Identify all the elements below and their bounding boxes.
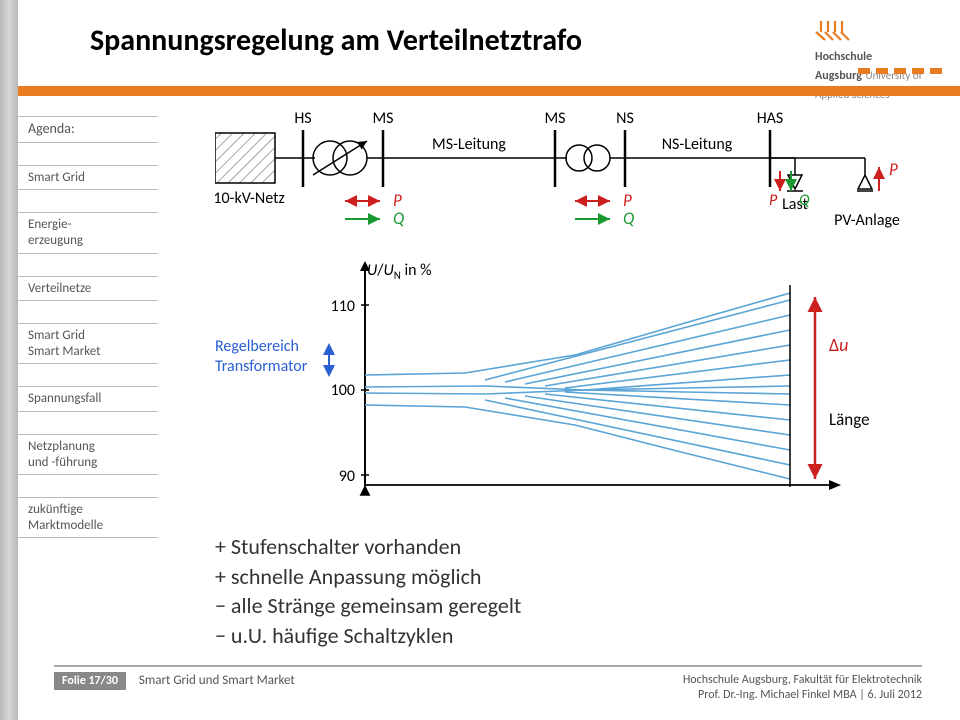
svg-text:HS: HS xyxy=(294,109,311,128)
sidebar-item-label: Energie-erzeugung xyxy=(28,217,83,248)
sidebar-item: Netzplanungund -führung xyxy=(18,434,158,475)
svg-text:Q: Q xyxy=(799,191,810,210)
sidebar-item-label: Smart Grid xyxy=(28,170,85,185)
logo-text-1: Hochschule xyxy=(815,50,872,64)
svg-text:100: 100 xyxy=(331,381,355,400)
svg-text:MS: MS xyxy=(372,109,393,128)
svg-text:Q: Q xyxy=(393,208,404,229)
sidebar-item: zukünftigeMarktmodelle xyxy=(18,497,158,538)
svg-text:Transformator: Transformator xyxy=(215,357,308,376)
bullet-item: + Stufenschalter vorhanden xyxy=(215,532,521,562)
svg-text:U/UN in %: U/UN in % xyxy=(367,261,432,282)
svg-text:P: P xyxy=(889,159,898,180)
svg-text:MS-Leitung: MS-Leitung xyxy=(432,135,506,154)
svg-text:P: P xyxy=(769,191,778,210)
sidebar: Agenda: Smart Grid Energie-erzeugung Ver… xyxy=(18,116,158,560)
logo-icon xyxy=(815,18,922,44)
svg-text:Regelbereich: Regelbereich xyxy=(215,337,299,356)
sidebar-item: Smart GridSmart Market xyxy=(18,323,158,364)
logo-text-2: Augsburg xyxy=(815,69,862,83)
svg-text:110-kV-Netz: 110-kV-Netz xyxy=(215,189,285,208)
sidebar-item: Spannungsfall xyxy=(18,386,158,412)
circuit-row: 110-kV-Netz HS MS MS-Leitung xyxy=(215,109,900,230)
sidebar-item: Smart Grid xyxy=(18,165,158,191)
page-title: Spannungsregelung am Verteilnetztrafo xyxy=(90,22,582,59)
footer: Folie 17/30 Smart Grid und Smart Market … xyxy=(54,665,922,704)
bullet-item: − u.U. häufige Schaltzyklen xyxy=(215,621,521,651)
svg-text:90: 90 xyxy=(339,467,355,486)
sidebar-item-label: Netzplanungund -führung xyxy=(28,439,97,470)
svg-text:Länge: Länge xyxy=(829,409,870,430)
bullet-list: + Stufenschalter vorhanden + schnelle An… xyxy=(215,532,521,651)
svg-text:MS: MS xyxy=(544,109,565,128)
svg-text:Δu: Δu xyxy=(829,334,848,356)
sidebar-item: Verteilnetze xyxy=(18,276,158,302)
bullet-item: + schnelle Anpassung möglich xyxy=(215,562,521,592)
sidebar-item: Energie-erzeugung xyxy=(18,212,158,253)
voltage-chart: U/UN in % 110 100 90 Regelbereich Transf… xyxy=(215,261,870,490)
orange-bar xyxy=(18,86,960,96)
footer-institution: Hochschule Augsburg, Fakultät für Elektr… xyxy=(683,673,922,689)
sidebar-item-label: Smart GridSmart Market xyxy=(28,328,101,359)
left-stripe xyxy=(0,0,18,720)
slide-number-badge: Folie 17/30 xyxy=(54,672,126,690)
svg-text:110: 110 xyxy=(331,297,355,316)
sidebar-item-label: zukünftigeMarktmodelle xyxy=(28,502,103,533)
sidebar-item: Agenda: xyxy=(18,116,158,143)
sidebar-item-label: Spannungsfall xyxy=(28,391,101,406)
sidebar-item-label: Agenda: xyxy=(28,120,75,137)
svg-text:HAS: HAS xyxy=(757,109,784,128)
sidebar-item-label: Verteilnetze xyxy=(28,281,91,296)
footer-author: Prof. Dr.-Ing. Michael Finkel MBA | 6. J… xyxy=(683,688,922,704)
svg-text:Q: Q xyxy=(623,208,634,229)
footer-title: Smart Grid und Smart Market xyxy=(139,673,295,688)
svg-text:NS: NS xyxy=(616,109,634,128)
svg-text:PV-Anlage: PV-Anlage xyxy=(834,211,900,230)
orange-dashes xyxy=(858,68,942,74)
bullet-item: − alle Stränge gemeinsam geregelt xyxy=(215,591,521,621)
main-diagram: 110-kV-Netz HS MS MS-Leitung xyxy=(215,105,925,525)
svg-text:NS-Leitung: NS-Leitung xyxy=(662,135,733,154)
